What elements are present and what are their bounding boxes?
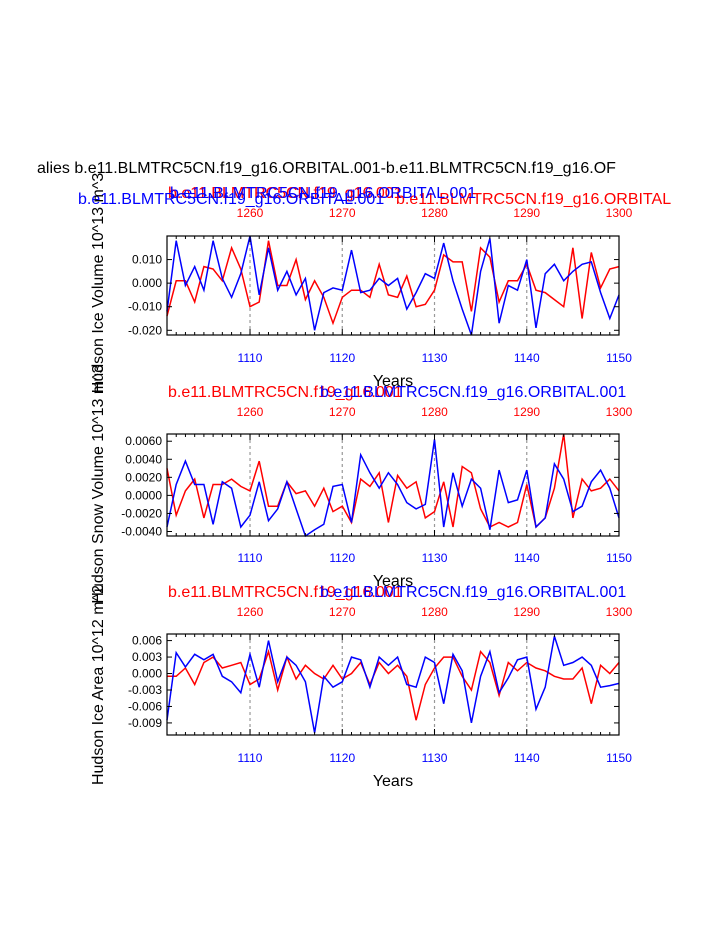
y-tick-label: -0.0020 bbox=[121, 506, 162, 520]
x-tick-label-bottom: 1150 bbox=[606, 751, 632, 765]
panel-title-blue: b.e11.BLMTRC5CN.f19_g16.ORBITAL.001 bbox=[320, 384, 626, 401]
x-tick-label-bottom: 1120 bbox=[329, 751, 355, 765]
plot-frame bbox=[166, 433, 620, 537]
y-tick-label: 0.0060 bbox=[125, 434, 162, 448]
x-tick-label-bottom: 1130 bbox=[422, 751, 448, 765]
y-tick-label: -0.020 bbox=[128, 323, 162, 337]
x-tick-label-bottom: 1140 bbox=[514, 351, 540, 365]
y-tick-label: 0.0020 bbox=[125, 470, 162, 484]
panel-1: 0.010 0.000 -0.010 -0.020 1110 1120 1130 1140 11… bbox=[78, 173, 671, 394]
series-line-blue bbox=[166, 439, 620, 538]
x-tick-label-top: 1270 bbox=[329, 405, 356, 419]
x-tick-label-top: 1260 bbox=[237, 605, 264, 619]
y-tick-label: 0.0040 bbox=[125, 452, 162, 466]
y-axis-label: Hudson Ice Area 10^12 m^2 bbox=[90, 585, 107, 785]
series-line-blue bbox=[166, 635, 620, 733]
plot-frame bbox=[166, 633, 620, 736]
y-tick-label: -0.006 bbox=[128, 699, 162, 713]
y-tick-label: 0.003 bbox=[132, 650, 162, 664]
panel-title-blue: b.e11.BLMTRC5CN.f19_g16.ORBITAL.001 bbox=[78, 191, 384, 208]
x-tick-label-bottom: 1140 bbox=[514, 551, 540, 565]
x-tick-label-bottom: 1110 bbox=[238, 551, 263, 565]
x-axis-label: Years bbox=[373, 373, 413, 390]
y-tick-label: 0.0000 bbox=[125, 488, 162, 502]
y-axis-label: Hudson Ice Volume 10^13 m^3 bbox=[90, 173, 107, 394]
x-tick-label-bottom: 1120 bbox=[329, 351, 355, 365]
y-tick-label: 0.000 bbox=[132, 667, 162, 681]
plot-frame bbox=[166, 235, 620, 336]
y-tick-label: -0.0040 bbox=[121, 524, 162, 538]
panel-title-red-2: b.e11.BLMTRC5CN.f19_g16.ORBITAL bbox=[396, 191, 671, 208]
main-title: alies b.e11.BLMTRC5CN.f19_g16.ORBITAL.00… bbox=[37, 160, 616, 177]
panel-title-red: b.e11.BLMTRC5CN.f19_g16.001 bbox=[168, 185, 403, 202]
y-axis-label: Hudson Snow Volume 10^13 m^3 bbox=[90, 364, 107, 603]
x-tick-label-top: 1290 bbox=[513, 405, 540, 419]
panels: 0.010 0.000 -0.010 -0.020 1110 1120 1130 1140 11… bbox=[78, 173, 671, 790]
y-tick-label: 0.010 bbox=[132, 253, 162, 267]
x-tick-label-top: 1300 bbox=[606, 605, 633, 619]
x-tick-label-top: 1280 bbox=[421, 206, 448, 220]
x-tick-label-bottom: 1130 bbox=[422, 551, 448, 565]
y-tick-label: 0.006 bbox=[132, 634, 162, 648]
panel-3: 0.006 0.003 0.000 -0.003 -0.006 -0.009 1110 112… bbox=[90, 584, 633, 790]
panel-title-blue-2: b.e11.BLMTRC5CN.f19_g16.ORBITAL.001 bbox=[170, 185, 476, 202]
x-tick-label-bottom: 1140 bbox=[514, 751, 540, 765]
x-tick-label-bottom: 1120 bbox=[329, 551, 355, 565]
x-tick-label-bottom: 1150 bbox=[606, 351, 632, 365]
x-tick-label-bottom: 1110 bbox=[238, 351, 263, 365]
series-line-red bbox=[167, 648, 620, 721]
x-tick-label-top: 1300 bbox=[606, 405, 633, 419]
panel-2: 0.0060 0.0040 0.0020 0.0000 -0.0020 -0.0040 11… bbox=[90, 364, 633, 603]
x-tick-label-bottom: 1110 bbox=[238, 751, 263, 765]
y-tick-label: -0.003 bbox=[128, 683, 162, 697]
x-tick-label-bottom: 1150 bbox=[606, 551, 632, 565]
y-tick-label: -0.009 bbox=[128, 716, 162, 730]
x-tick-label-top: 1270 bbox=[329, 605, 356, 619]
x-tick-label-top: 1290 bbox=[513, 605, 540, 619]
y-tick-label: 0.000 bbox=[132, 276, 162, 290]
x-tick-label-top: 1260 bbox=[237, 206, 264, 220]
x-tick-label-top: 1290 bbox=[513, 206, 540, 220]
x-axis-label: Years bbox=[373, 773, 413, 790]
panel-title-blue: b.e11.BLMTRC5CN.f19_g16.ORBITAL.001 bbox=[320, 584, 626, 601]
series-line-blue bbox=[166, 235, 620, 336]
x-tick-label-top: 1300 bbox=[606, 206, 633, 220]
y-tick-label: -0.010 bbox=[128, 300, 162, 314]
x-tick-label-top: 1270 bbox=[329, 206, 356, 220]
x-tick-label-top: 1280 bbox=[421, 405, 448, 419]
x-axis-label: Years bbox=[373, 573, 413, 590]
series-line-red bbox=[166, 240, 620, 326]
panel-title-red: b.e11.BLMTRC5CN.f19_g16.001 bbox=[168, 584, 403, 601]
panel-title-red: b.e11.BLMTRC5CN.f19_g16.001 bbox=[168, 384, 403, 401]
x-tick-label-bottom: 1130 bbox=[422, 351, 448, 365]
x-tick-label-top: 1280 bbox=[421, 605, 448, 619]
x-tick-label-top: 1260 bbox=[237, 405, 264, 419]
